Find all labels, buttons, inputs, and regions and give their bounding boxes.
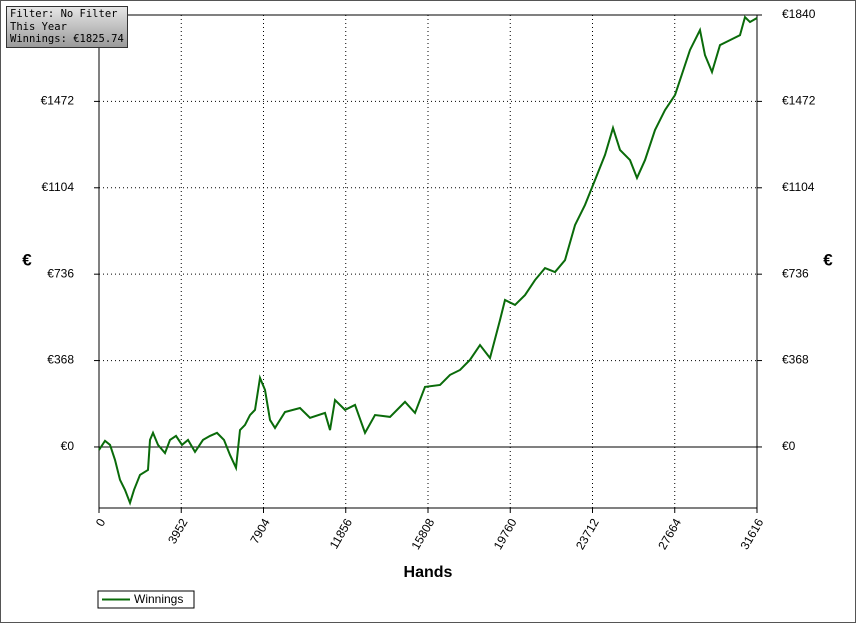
y2-tick-label: €1104 (782, 180, 815, 194)
y-tick-label: €1472 (41, 94, 75, 108)
y2-tick-label: €0 (782, 439, 796, 453)
y2-tick-label: €1472 (782, 94, 816, 108)
y-axis-label: € (22, 250, 32, 269)
y-tick-label: €1104 (42, 180, 75, 194)
legend-box (97, 590, 195, 609)
y2-tick-label: €736 (782, 266, 809, 280)
x-axis-label: Hands (404, 564, 453, 581)
y2-axis-label: € (823, 250, 833, 269)
y-tick-label: €0 (61, 439, 75, 453)
info-line: Winnings: €1825.74 (10, 33, 124, 45)
series-line (98, 15, 758, 506)
y-tick-label: €368 (47, 353, 74, 367)
y2-tick-label: €368 (782, 353, 809, 367)
y-tick-label: €736 (47, 266, 74, 280)
info-box: Filter: No Filter This Year Winnings: €182… (6, 6, 128, 48)
info-line: This Year (10, 20, 67, 33)
y2-tick-label: €1840 (782, 7, 816, 21)
legend-label: Winnings (134, 592, 183, 606)
info-line: Filter: No Filter (10, 8, 118, 20)
